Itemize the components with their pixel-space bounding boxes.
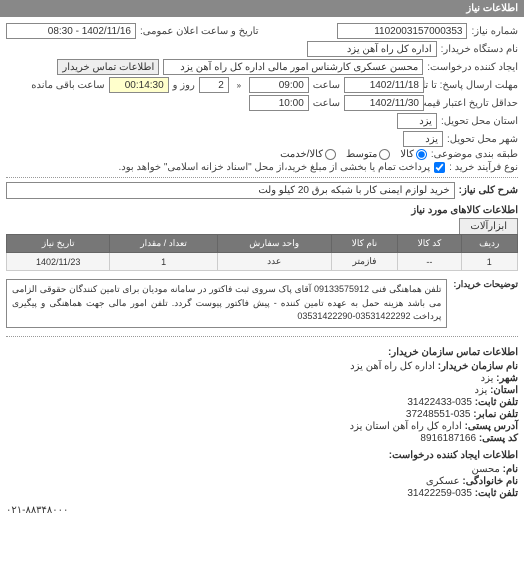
cell-date: 1402/11/23 — [7, 253, 110, 271]
lname-label: نام خانوادگی: — [462, 476, 518, 487]
separator-2 — [6, 336, 518, 337]
fname-label: نام: — [503, 464, 518, 475]
col-unit: واحد سفارش — [217, 235, 331, 253]
col-date: تاریخ نیاز — [7, 235, 110, 253]
valid-date-field: 1402/11/30 — [344, 95, 424, 111]
pub-date-label: تاریخ و ساعت اعلان عمومی: — [140, 26, 259, 37]
contact-city: یزد — [481, 373, 494, 384]
buyer-note-box: تلفن هماهنگی فنی 09133575912 آقای پاک سر… — [6, 279, 447, 328]
items-table: ردیف کد کالا نام کالا واحد سفارش تعداد /… — [6, 234, 518, 271]
chevron-icon: « — [233, 79, 245, 91]
deadline-date-field: 1402/11/18 — [344, 77, 424, 93]
city-field: یزد — [403, 131, 443, 147]
radio-kala-input[interactable] — [416, 149, 427, 160]
req-no-field: 1102003157000353 — [337, 23, 467, 39]
contact-fax: 035-37248551 — [406, 409, 471, 420]
contact-header: اطلاعات تماس سازمان خریدار: — [6, 347, 518, 358]
days-label: روز و — [173, 80, 195, 91]
contact-tel-label: تلفن ثابت: — [475, 397, 518, 408]
valid-label: حداقل تاریخ اعتبار قیمت: تا تاریخ: — [428, 98, 518, 109]
lname: عسکری — [426, 476, 460, 487]
phone: 035-31422259 — [407, 488, 472, 499]
table-header-row: ردیف کد کالا نام کالا واحد سفارش تعداد /… — [7, 235, 518, 253]
cell-row: 1 — [461, 253, 517, 271]
contact-org-label: نام سازمان خریدار: — [438, 361, 518, 372]
separator — [6, 177, 518, 178]
contact-button[interactable]: اطلاعات تماس خریدار — [57, 59, 159, 75]
contact-org: اداره کل راه آهن یزد — [350, 361, 435, 372]
cell-qty: 1 — [110, 253, 217, 271]
phone-label: تلفن ثابت: — [475, 488, 518, 499]
radio-cat[interactable]: کالا/خدمت — [280, 149, 336, 160]
valid-time-field: 10:00 — [249, 95, 309, 111]
org-field: اداره کل راه آهن یزد — [307, 41, 437, 57]
contact-addr: اداره کل راه آهن استان یزد — [350, 421, 462, 432]
deadline-time-field: 09:00 — [249, 77, 309, 93]
cell-name: فازمتر — [331, 253, 398, 271]
process-note: پرداخت تمام یا بخشی از مبلغ خرید،از محل … — [119, 162, 431, 173]
tab-tools[interactable]: ابزارآلات — [459, 218, 518, 234]
radio-mid-input[interactable] — [379, 149, 390, 160]
need-desc-box: خرید لوازم ایمنی کار با شبکه برق 20 کیلو… — [6, 182, 455, 199]
need-desc-label: شرح کلی نیاز: — [459, 185, 518, 196]
process-checkbox[interactable] — [434, 162, 445, 173]
radio-kala[interactable]: کالا — [400, 149, 427, 160]
col-code: کد کالا — [398, 235, 461, 253]
contact-section: اطلاعات تماس سازمان خریدار: نام سازمان خ… — [0, 341, 524, 522]
process-label: نوع فرآیند خرید : — [449, 162, 518, 173]
contact-zip: 8916187166 — [420, 433, 476, 444]
contact-province: یزد — [475, 385, 488, 396]
group-label: طبقه بندی موضوعی: — [431, 149, 518, 160]
section-header: اطلاعات نیاز — [0, 0, 524, 17]
buyer-note-label: توضیحات خریدار: — [453, 279, 518, 328]
deadline-label: مهلت ارسال پاسخ: تا تاریخ: — [428, 80, 518, 91]
col-qty: تعداد / مقدار — [110, 235, 217, 253]
buyer-note-row: توضیحات خریدار: تلفن هماهنگی فنی 0913357… — [0, 275, 524, 332]
contact-zip-label: کد پستی: — [479, 433, 518, 444]
contact-addr-label: آدرس پستی: — [465, 421, 518, 432]
items-header: اطلاعات کالاهای مورد نیاز — [6, 201, 518, 218]
cell-code: -- — [398, 253, 461, 271]
table-row: 1 -- فازمتر عدد 1 1402/11/23 — [7, 253, 518, 271]
form-area: شماره نیاز: 1102003157000353 تاریخ و ساع… — [0, 17, 524, 275]
group-radio-group: کالا متوسط کالا/خدمت — [280, 149, 427, 160]
days-field: 2 — [199, 77, 229, 93]
deadline-time-label: ساعت — [313, 80, 340, 91]
contact-city-label: شهر: — [496, 373, 518, 384]
contact-province-label: استان: — [490, 385, 518, 396]
remain-label: ساعت باقی مانده — [31, 80, 104, 91]
req-creator-header: اطلاعات ایجاد کننده درخواست: — [6, 450, 518, 461]
col-name: نام کالا — [331, 235, 398, 253]
city-label: شهر محل تحویل: — [447, 134, 518, 145]
radio-mid[interactable]: متوسط — [346, 149, 390, 160]
req-no-label: شماره نیاز: — [471, 26, 518, 37]
tab-bar: ابزارآلات — [6, 218, 518, 234]
province-label: استان محل تحویل: — [441, 116, 518, 127]
col-row: ردیف — [461, 235, 517, 253]
fname: محسن — [472, 464, 500, 475]
pub-date-field: 1402/11/16 - 08:30 — [6, 23, 136, 39]
cell-unit: عدد — [217, 253, 331, 271]
contact-tel: 035-31422433 — [407, 397, 472, 408]
footer-phone: ۰۲۱-۸۸۳۴۸۰۰۰ — [6, 505, 518, 516]
radio-cat-input[interactable] — [325, 149, 336, 160]
remain-time-field: 00:14:30 — [109, 77, 169, 93]
valid-time-label: ساعت — [313, 98, 340, 109]
province-field: یزد — [397, 113, 437, 129]
creator-label: ایجاد کننده درخواست: — [427, 62, 518, 73]
org-label: نام دستگاه خریدار: — [441, 44, 518, 55]
contact-fax-label: تلفن نمابر: — [473, 409, 518, 420]
creator-field: محسن عسکری کارشناس امور مالی اداره کل را… — [163, 59, 423, 75]
